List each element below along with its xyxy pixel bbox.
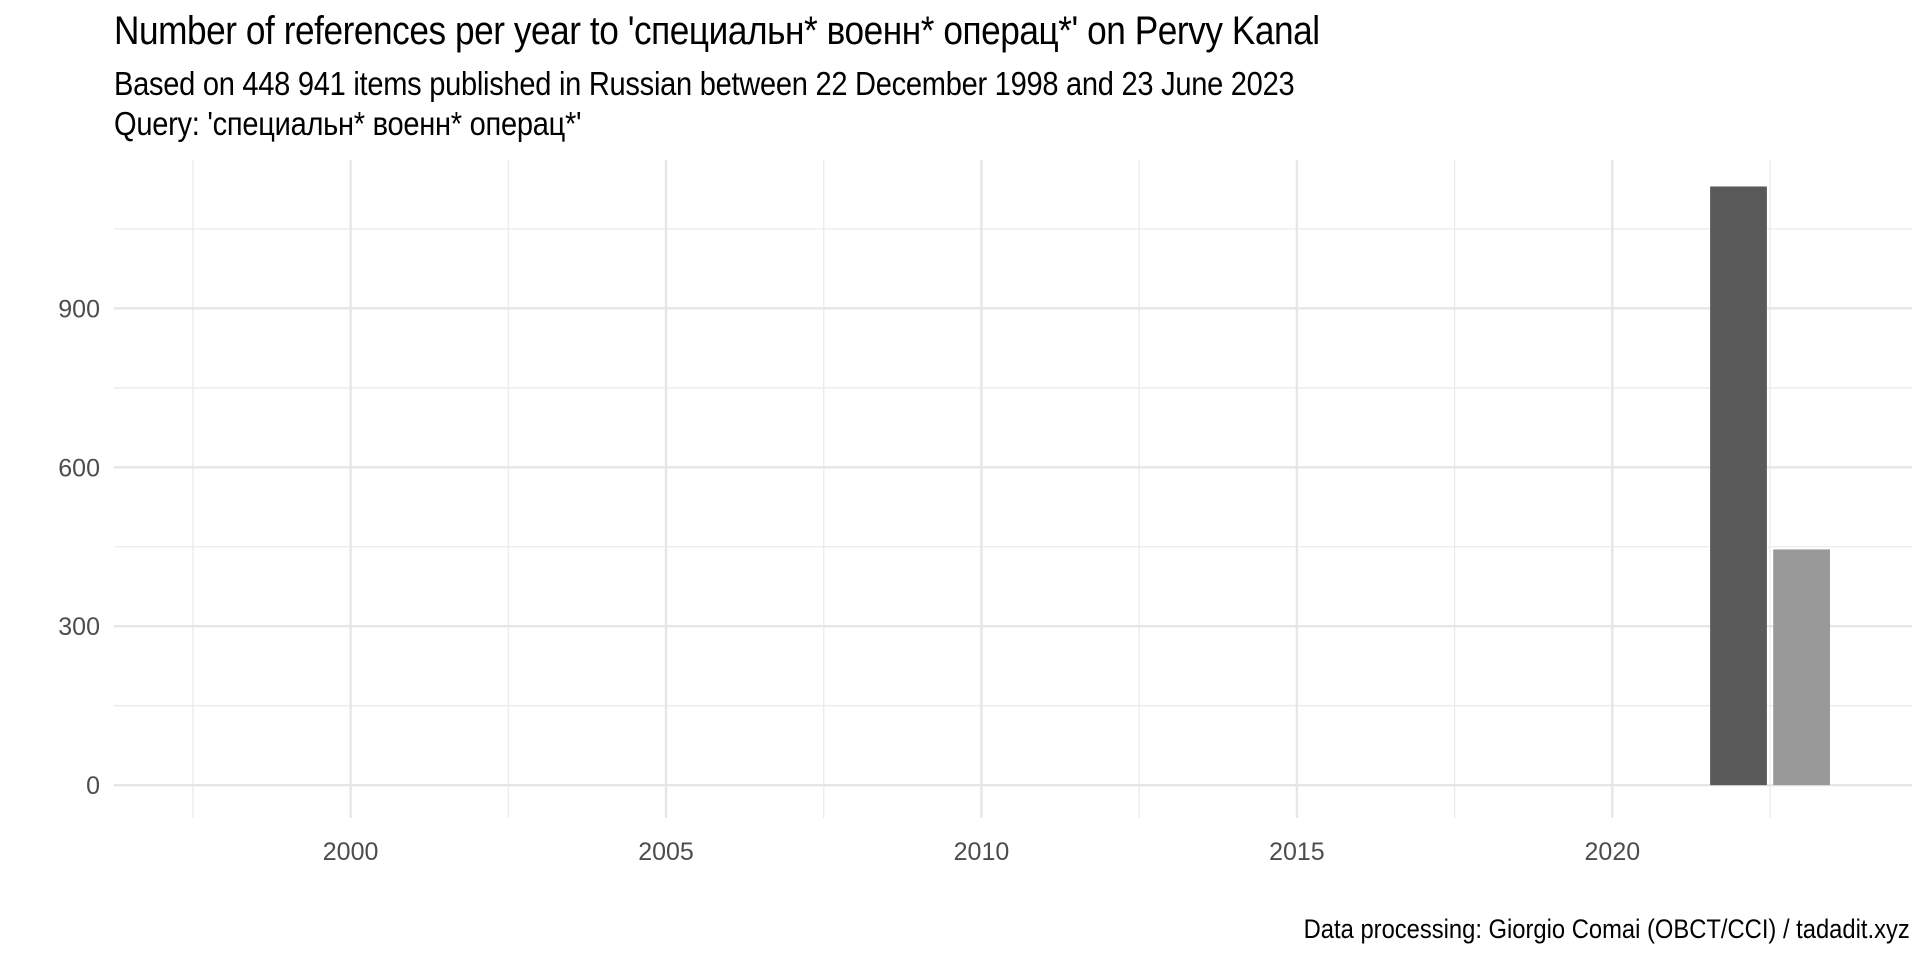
bar-2022 (1710, 186, 1767, 786)
x-tick-label: 2010 (954, 838, 1010, 866)
x-tick-label: 2000 (323, 838, 379, 866)
x-tick-label: 2015 (1269, 838, 1325, 866)
subtitle-line-1: Based on 448 941 items published in Russ… (114, 65, 1295, 102)
major-gridlines (114, 160, 1912, 818)
y-tick-label: 600 (58, 454, 100, 482)
bars (1710, 186, 1830, 786)
y-tick-label: 900 (58, 295, 100, 323)
chart-subtitle: Based on 448 941 items published in Russ… (114, 64, 1295, 144)
bar-2023 (1773, 549, 1830, 786)
x-tick-label: 2005 (638, 838, 694, 866)
y-tick-label: 0 (86, 772, 100, 800)
x-axis-tick-labels: 2000 2005 2010 2015 2020 (323, 838, 1640, 866)
subtitle-line-2: Query: 'специальн* военн* операц*' (114, 105, 582, 142)
y-tick-label: 300 (58, 613, 100, 641)
chart-caption: Data processing: Giorgio Comai (OBCT/CCI… (1303, 914, 1910, 944)
chart-title: Number of references per year to 'специа… (114, 9, 1320, 53)
minor-gridlines (114, 160, 1912, 818)
y-axis-tick-labels: 0 300 600 900 (58, 295, 100, 800)
x-tick-label: 2020 (1585, 838, 1641, 866)
